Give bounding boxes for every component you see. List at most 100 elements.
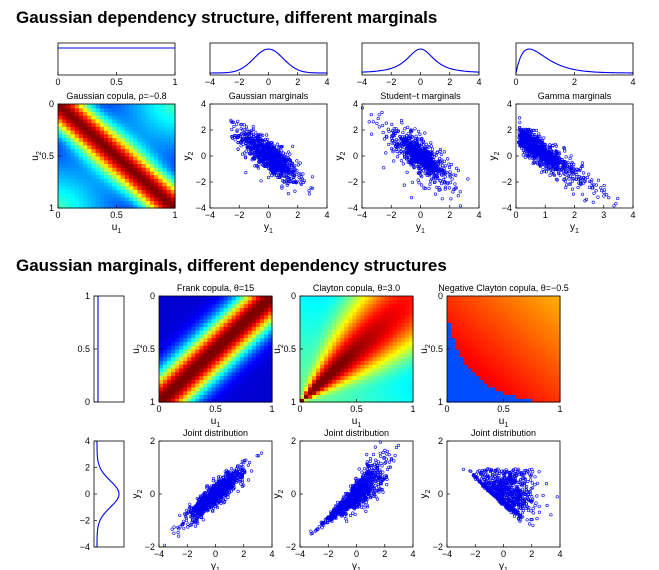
heatmap-cell bbox=[116, 178, 122, 183]
heatmap-cell bbox=[95, 137, 101, 142]
heatmap-cell bbox=[223, 394, 229, 399]
heatmap-cell bbox=[332, 330, 337, 335]
heatmap-cell bbox=[328, 296, 333, 301]
heatmap-cell bbox=[304, 349, 309, 354]
heatmap-cell bbox=[179, 337, 184, 343]
heatmap-cell bbox=[235, 345, 241, 350]
heatmap-cell bbox=[235, 311, 241, 316]
scatter-point bbox=[438, 179, 442, 183]
heatmap-cell bbox=[255, 394, 261, 399]
heatmap-cell bbox=[141, 159, 147, 165]
heatmap-cell bbox=[170, 122, 176, 127]
heatmap-cell bbox=[360, 356, 366, 361]
heatmap-cell bbox=[129, 118, 134, 124]
heatmap-cell bbox=[376, 307, 382, 312]
heatmap-cell bbox=[259, 330, 265, 335]
scatter-point bbox=[567, 182, 571, 186]
heatmap-cell bbox=[154, 189, 159, 194]
heatmap-cell bbox=[163, 367, 168, 373]
heatmap-cell bbox=[312, 330, 317, 335]
heatmap-cell bbox=[149, 104, 155, 109]
heatmap-cell bbox=[171, 337, 176, 343]
heatmap-cell bbox=[372, 379, 378, 384]
s1-copula-xlabel: u1 bbox=[112, 222, 122, 235]
heatmap-cell bbox=[108, 148, 113, 153]
heatmap-cell bbox=[255, 364, 261, 369]
heatmap-cell bbox=[187, 307, 192, 312]
scatter-point bbox=[282, 179, 286, 183]
heatmap-cell bbox=[149, 115, 155, 120]
heatmap-cell bbox=[251, 322, 257, 327]
heatmap-cell bbox=[99, 130, 105, 135]
heatmap-cell bbox=[133, 104, 138, 109]
heatmap-cell bbox=[344, 318, 350, 324]
scatter-point bbox=[278, 168, 282, 172]
scatter-point bbox=[274, 156, 278, 160]
heatmap-cell bbox=[227, 349, 233, 354]
heatmap-cell bbox=[166, 115, 172, 120]
heatmap-cell bbox=[179, 299, 184, 305]
scatter-point bbox=[412, 145, 417, 149]
scatter-point bbox=[297, 175, 301, 180]
heatmap-cell bbox=[263, 371, 269, 377]
heatmap-cell bbox=[83, 159, 88, 165]
heatmap-cell bbox=[304, 318, 309, 324]
scatter-point bbox=[412, 166, 416, 170]
heatmap-cell bbox=[215, 352, 221, 358]
scatter-point bbox=[561, 166, 565, 170]
scatter-point bbox=[458, 190, 462, 194]
s1-marg-uniform-panel: 0 0.5 1 bbox=[55, 42, 178, 87]
heatmap-cell bbox=[159, 307, 164, 312]
heatmap-cell bbox=[145, 126, 151, 131]
heatmap-cell bbox=[116, 193, 122, 198]
heatmap-cell bbox=[83, 200, 88, 205]
heatmap-cell bbox=[195, 349, 200, 354]
heatmap-cell bbox=[340, 314, 345, 320]
heatmap-cell bbox=[179, 371, 184, 377]
heatmap-cell bbox=[62, 137, 67, 142]
heatmap-cell bbox=[162, 189, 168, 194]
heatmap-cell bbox=[243, 349, 249, 354]
heatmap-cell bbox=[145, 122, 151, 127]
heatmap-cell bbox=[255, 311, 261, 316]
heatmap-cell bbox=[108, 133, 113, 139]
heatmap-cell bbox=[340, 379, 345, 384]
heatmap-cell bbox=[219, 318, 225, 324]
scatter-point bbox=[587, 179, 592, 183]
heatmap-cell bbox=[91, 130, 97, 135]
heatmap-cell bbox=[259, 367, 265, 373]
heatmap-cell bbox=[137, 185, 143, 191]
heatmap-cell bbox=[332, 341, 337, 346]
heatmap-cell bbox=[263, 356, 269, 361]
heatmap-cell bbox=[58, 141, 63, 146]
heatmap-cell bbox=[312, 371, 317, 377]
heatmap-cell bbox=[235, 375, 241, 380]
scatter-point bbox=[448, 175, 452, 179]
heatmap-cell bbox=[312, 314, 317, 320]
scatter-point bbox=[551, 169, 555, 173]
heatmap-cell bbox=[263, 367, 269, 373]
heatmap-cell bbox=[263, 322, 269, 327]
x-tick-label: 2 bbox=[447, 210, 452, 220]
heatmap-cell bbox=[171, 356, 176, 361]
heatmap-cell bbox=[149, 204, 155, 209]
heatmap-cell bbox=[74, 170, 80, 176]
heatmap-cell bbox=[195, 341, 200, 346]
heatmap-cell bbox=[199, 314, 204, 320]
heatmap-cell bbox=[328, 307, 333, 312]
heatmap-cell bbox=[95, 118, 101, 124]
heatmap-cell bbox=[231, 296, 237, 301]
heatmap-cell bbox=[247, 375, 253, 380]
scatter-point bbox=[288, 177, 292, 181]
scatter-point bbox=[238, 140, 242, 144]
heatmap-cell bbox=[124, 193, 130, 198]
heatmap-cell bbox=[149, 189, 155, 194]
heatmap-cell bbox=[95, 156, 101, 161]
heatmap-cell bbox=[129, 163, 134, 168]
heatmap-cell bbox=[376, 394, 382, 399]
heatmap-cell bbox=[316, 371, 321, 377]
heatmap-cell bbox=[179, 307, 184, 312]
heatmap-cell bbox=[340, 307, 345, 312]
scatter-point bbox=[286, 181, 290, 186]
heatmap-cell bbox=[207, 394, 213, 399]
